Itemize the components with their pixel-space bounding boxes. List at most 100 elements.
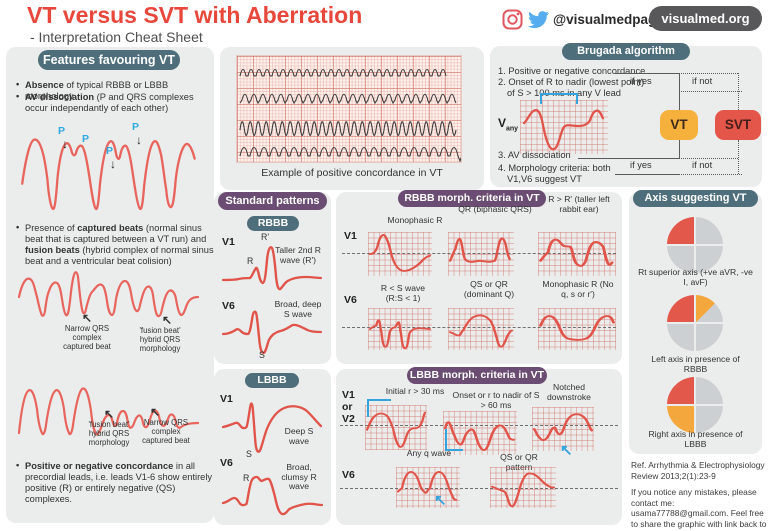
feature-bullet-captured-fusion: • Presence of captured beats (normal sin… [16, 222, 214, 267]
baseline-dashed [342, 253, 616, 254]
onset-nadir-waveform [443, 421, 515, 451]
down-arrow-icon: ↓ [136, 133, 142, 147]
measurement-bracket [445, 429, 463, 451]
bullet-icon: • [16, 460, 20, 470]
features-panel-title: Features favouring VT [38, 50, 180, 70]
monophasic-r-v6-waveform [539, 315, 615, 341]
criterion-caption: R < S wave (R:S < 1) [380, 283, 426, 303]
brugada-panel: Brugada algorithm 1. Positive or negativ… [490, 43, 762, 187]
bullet-icon: • [16, 222, 20, 232]
if-not-label: if not [692, 160, 713, 170]
pointer-arrow-icon: ↖ [104, 407, 115, 421]
ecg-strip-caption: Example of positive concordance in VT [261, 167, 443, 179]
axis-label: Left axis in presence of RBBB [651, 354, 740, 374]
r-less-s-waveform [368, 319, 432, 350]
flow-line-dotted [679, 174, 742, 175]
if-yes-label: if yes [630, 160, 652, 170]
if-not-label: if not [692, 76, 713, 86]
flow-line [679, 140, 680, 158]
brugada-step-2: 2. Onset of R to nadir (lowest point) [498, 77, 645, 87]
lbbb-v6-note: Broad, clumsy R wave [281, 462, 317, 492]
baseline-dashed [342, 327, 616, 328]
any-q-waveform [396, 470, 458, 501]
down-arrow-icon: ↓ [110, 157, 116, 171]
brugada-step-4: 4. Morphology criteria: both [498, 163, 611, 173]
flow-line-dotted [679, 91, 742, 92]
r-label: R [247, 256, 254, 266]
brugada-step-3: 3. AV dissociation [498, 150, 571, 160]
feature-bullet-absence: • Absence of typical RBBB or LBBB morpho… [16, 79, 169, 102]
bullet-icon: • [16, 91, 20, 101]
features-panel: Features favouring VT • Absence of typic… [6, 47, 214, 523]
initial-r-waveform [365, 411, 427, 448]
criterion-caption: QS or QR pattern [500, 452, 538, 471]
svt-result-box: SVT [715, 110, 761, 140]
ecg-grid-box [490, 467, 556, 508]
captured-beat-annotation: Narrow QRS complex captured beat [142, 418, 190, 445]
p-wave-label: P [132, 121, 140, 133]
social-handle[interactable]: @visualmedpage [553, 12, 664, 27]
reference-text: Ref. Arrhythmia & Electrophysiology Revi… [631, 460, 765, 481]
av-dissociation-sketch: P ↓ P P ↓ P ↓ [18, 119, 202, 219]
axis-label: Right axis in presence of LBBB [648, 429, 743, 449]
criterion-caption: Monophasic R [387, 215, 443, 225]
lbbb-v1-waveform [221, 402, 323, 453]
captured-fusion-sketch-1: ↖ Narrow QRS complex captured beat ↖ 'fu… [16, 269, 206, 369]
rbbb-v1-waveform [221, 246, 323, 291]
twitter-icon[interactable] [528, 11, 549, 29]
criterion-caption: R > R' (taller left rabbit ear) [548, 194, 610, 214]
bullet-icon: • [16, 79, 20, 89]
brugada-panel-title: Brugada algorithm [562, 43, 690, 60]
flow-line-dotted [738, 140, 739, 174]
axis-label: Rt superior axis (+ve aVR, -ve I, avF) [638, 267, 753, 287]
criterion-caption: Onset or r to nadir of S > 60 ms [452, 390, 540, 410]
pie-divider [694, 295, 696, 351]
p-wave-label: P [106, 145, 114, 157]
flow-line-dotted [679, 73, 738, 74]
qs-qr-waveform [490, 472, 556, 508]
axis-panel: Axis suggesting VT Rt superior axis (+ve… [629, 190, 762, 454]
s-label: S [259, 350, 265, 360]
criterion-caption: QR (biphasic QRS) [458, 204, 532, 214]
baseline-dashed [340, 488, 618, 489]
captured-beat-annotation: Narrow QRS complex captured beat [63, 324, 111, 351]
lead-v1-label: V1 [222, 236, 235, 248]
lbbb-criteria-title: LBBB morph. criteria in VT [407, 367, 547, 384]
pie-divider [694, 217, 696, 273]
vt-waveform-drawing [21, 138, 196, 211]
page-subtitle: - Interpretation Cheat Sheet [30, 29, 203, 45]
lead-v6-label: V6 [222, 300, 235, 312]
notch-arrow-icon: ↖ [560, 442, 573, 459]
feature-bullet-av-dissociation: • AV dissociation (P and QRS complexes o… [16, 91, 194, 114]
rbbb-pill: RBBB [247, 216, 299, 231]
website-badge[interactable]: visualmed.org [649, 6, 762, 31]
r-label: R [243, 473, 250, 483]
axis-panel-title: Axis suggesting VT [633, 190, 758, 207]
rabbit-ear-waveform [539, 238, 614, 267]
lead-v6-label: V6 [342, 469, 355, 481]
fusion-beat-annotation: 'fusion beat' hybrid QRS morphology [139, 326, 181, 353]
measurement-bracket [367, 399, 391, 417]
instagram-icon[interactable] [502, 9, 523, 30]
lbbb-v6-waveform [221, 475, 324, 516]
baseline-dashed [340, 425, 618, 426]
lbbb-pill: LBBB [245, 373, 299, 388]
lead-v6-label: V6 [220, 457, 233, 469]
flow-line [578, 158, 679, 159]
ecg-grid-box [538, 308, 616, 350]
v-any-lead-label: Vany [498, 116, 519, 133]
pie-divider [694, 377, 696, 433]
brugada-step-2b: of S > 100 ms in any V lead [507, 88, 621, 98]
pointer-arrow-icon: ↖ [150, 405, 161, 419]
lead-v1-v2-label: V1 or V2 [342, 389, 355, 426]
monophasic-r-waveform [368, 234, 432, 272]
page-title: VT versus SVT with Aberration [27, 2, 363, 28]
r-prime-label: R' [261, 232, 270, 242]
if-yes-label: if yes [630, 76, 652, 86]
standard-patterns-title: Standard patterns [218, 192, 327, 210]
criterion-caption: QS or QR (dominant Q) [463, 279, 515, 299]
lead-v1-label: V1 [220, 393, 233, 405]
rbbb-v1-note: Taller 2nd R wave (R') [275, 245, 321, 265]
axis-pie-rt-superior [667, 217, 723, 273]
rbbb-v6-note: Broad, deep S wave [274, 299, 322, 319]
